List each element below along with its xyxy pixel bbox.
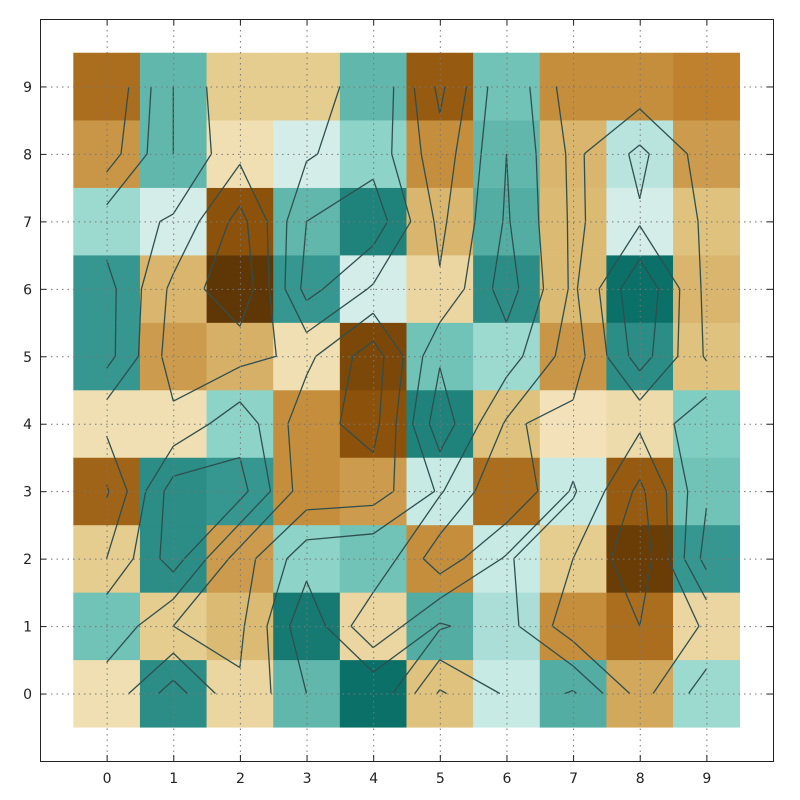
heatmap-cell [206,592,274,661]
grid-lines [40,19,773,761]
heatmap-cell [339,52,407,121]
contour-line [105,86,707,695]
plot-frame [40,19,774,762]
y-tick-label: 7 [23,215,32,231]
heatmap-cell [406,120,474,188]
heatmap-cell [273,659,341,728]
x-tick-label: 4 [369,771,378,787]
y-tick-label: 9 [23,80,32,96]
x-tick-label: 1 [169,771,178,787]
heatmap-cell [473,390,541,458]
heatmap-cell [273,390,341,458]
heatmap-cell [473,659,541,728]
heatmap-cell [339,120,407,188]
x-tick-label: 6 [502,771,511,787]
y-tick-label: 1 [23,620,32,636]
y-tick-label: 6 [23,282,32,298]
x-tick-label: 2 [236,771,245,787]
heatmap-cell [406,390,474,458]
x-tick-label: 0 [103,771,112,787]
contour-line [105,86,653,627]
x-tick-label: 7 [569,771,578,787]
heatmap-cell [339,390,407,458]
heatmap-cell [206,120,274,188]
y-tick-label: 2 [23,552,32,568]
y-tick-label: 5 [23,350,32,366]
heatmap-cell [473,187,541,256]
heatmap-cell [406,457,474,526]
heatmap-cell [273,457,341,526]
x-tick-label: 3 [303,771,312,787]
heatmap-cell [206,457,274,526]
heatmap-cell [273,120,341,188]
heatmap-cell [406,659,474,728]
heatmap-cell [339,457,407,526]
x-tick-label: 9 [702,771,711,787]
heatmap-cell [206,659,274,728]
heatmap-cell [473,592,541,661]
heatmap-cell [339,659,407,728]
y-tick-label: 0 [23,687,32,703]
contour-line [106,86,707,695]
contour-lines [105,86,708,695]
x-tick-label: 5 [436,771,445,787]
heatmap-cell [406,592,474,661]
heatmap-cell [406,187,474,256]
contour-line [105,86,708,695]
y-tick-label: 8 [23,147,32,163]
axis-ticks: 0 1 2 3 4 5 6 7 8 9 0 1 2 3 4 5 6 7 8 9 [23,19,773,787]
y-tick-label: 3 [23,485,32,501]
y-tick-label: 4 [23,417,32,433]
x-tick-label: 8 [636,771,645,787]
heatmap-cell [206,187,274,256]
heatmap-cell [273,592,341,661]
